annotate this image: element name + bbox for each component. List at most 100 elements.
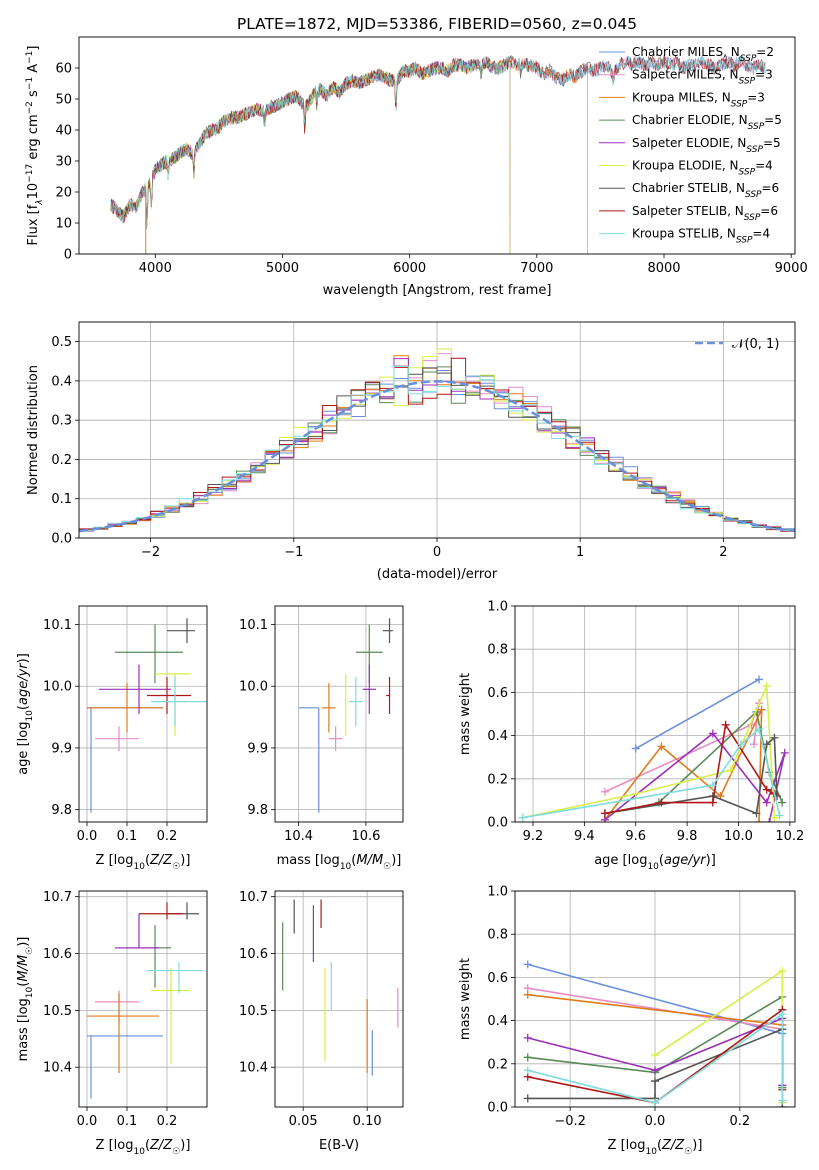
weight-marker [657,742,666,751]
label-part: ( [16,982,31,987]
x-tick-label: 10.6 [351,829,380,844]
label-part: Kroupa STELIB, [632,227,727,241]
errorbar-point [147,962,203,994]
label-part: Z/Z [149,1138,173,1153]
y-tick-label: 0.6 [487,971,508,986]
weight-marker [770,813,779,822]
label-part: N [730,159,739,173]
label-part: M/M [356,853,383,868]
errorbar-point [362,664,377,714]
axes-frame [78,36,796,255]
weight-marker [651,1051,659,1060]
x-tick-label: 9.8 [677,829,698,844]
y-tick-label: 50 [55,93,72,108]
weight-marker [523,990,532,999]
label-part: Chabrier MILES, [632,45,731,59]
label-part: N [727,227,736,241]
label-part: )] [391,853,401,868]
weight-marker [778,798,787,807]
y-tick-label: 10.4 [43,1061,72,1076]
weight-marker [726,766,735,775]
x-tick-label: 0.2 [730,1114,751,1129]
weight-line [635,678,760,750]
weight-marker [721,720,730,729]
x-tick-label: 0.0 [77,829,98,844]
errorbar-point [386,676,391,714]
label-part: ☉ [172,1147,180,1157]
label-part: ( [16,705,31,710]
label-part: SSP [745,190,762,200]
gaussian-curve [79,380,795,533]
errorbar-point [167,902,199,920]
label-part: SSP [740,54,757,64]
label-part: Salpeter STELIB, [632,204,735,218]
label-part: SSP [746,145,763,155]
y-tick-label: 0.8 [487,643,508,658]
errorbar-point [139,902,183,920]
label-part: ( [145,1138,150,1153]
weight-marker [762,798,771,807]
label-part: =5 [764,113,782,127]
label-part: N [739,113,748,127]
x-tick-label: 10.4 [284,829,313,844]
weight-marker [523,1033,532,1042]
x-tick-label: 8000 [647,261,680,276]
y-tick-label: 40 [55,124,72,139]
label-part: SSP [731,99,748,109]
panel-weight_vs_Z: −0.2 0.0 0.2 0.0 0.2 0.4 0.6 0.8 1.0 Z [log10(Z/Z… [458,885,796,1157]
y-tick-label: 10.4 [239,1061,268,1076]
x-tick-label: 4000 [139,261,172,276]
plot-area [87,902,203,1099]
weight-marker [631,789,640,798]
weight-line [604,722,775,815]
label-part: −1 [25,77,35,90]
weight-marker [755,725,764,734]
y-tick-label: 9.8 [247,803,268,818]
label-part: ( [659,853,664,868]
label-part: =3 [747,90,765,104]
errorbar-point [87,683,163,733]
weight-marker [778,966,787,975]
weight-marker [780,748,789,757]
label-part: ( [657,1138,662,1153]
y-tick-label: 10.0 [43,680,72,695]
errorbar-point [115,913,159,949]
x-tick-label: 0.1 [117,829,138,844]
weight-marker [708,729,717,738]
panel-mass_vs_ebv: 0.05 0.10 10.4 10.5 10.6 10.7 E(B-V) [239,890,404,1153]
y-tick-label: 10.7 [43,890,72,905]
label-part: Kroupa ELODIE, [632,159,730,173]
y-tick-label: 10.0 [239,680,268,695]
panel-age_vs_Z: 0.0 0.1 0.29.89.910.010.1Z [log10(Z/Z☉)]ag… [16,605,208,872]
y-tick-label: 0.0 [487,1101,508,1116]
axes-frame [274,605,404,823]
label-part: )] [692,1138,702,1153]
histogram-step [79,357,795,538]
label-part: 10 [26,183,41,200]
legend-label: 𝒩(0, 1) [732,337,779,352]
x-tick-label: 0.2 [157,829,178,844]
weight-line [527,1012,784,1104]
y-axis-label: mass weight [458,958,473,1040]
label-part: N [730,68,739,82]
panel-residuals: −2 −1 0 1 2 0.0 0.1 0.2 0.3 0.4 0.5 𝒩(0, 1) (data-mo… [26,321,796,582]
y-tick-label: 0.5 [51,335,72,350]
label-part: −17 [25,164,35,183]
errorbar-point [87,993,159,1073]
x-tick-label: −2 [141,545,160,560]
plot-area [518,675,789,822]
weight-marker [708,781,717,790]
figure-title: PLATE=1872, MJD=53386, FIBERID=0560, z=0… [237,15,637,33]
label-part: ☉ [383,862,391,872]
label-part: =4 [755,159,773,173]
label-part: N [737,136,746,150]
weight-marker [600,809,609,818]
errorbar-point [154,925,171,988]
x-tick-label: −0.2 [554,1114,586,1129]
label-part: Chabrier STELIB, [632,181,736,195]
label-part: Z [log [96,1138,134,1153]
label-part: N [735,204,744,218]
label-part: )] [180,1138,190,1153]
x-axis-label: age [log10(age/yr)] [594,853,716,872]
